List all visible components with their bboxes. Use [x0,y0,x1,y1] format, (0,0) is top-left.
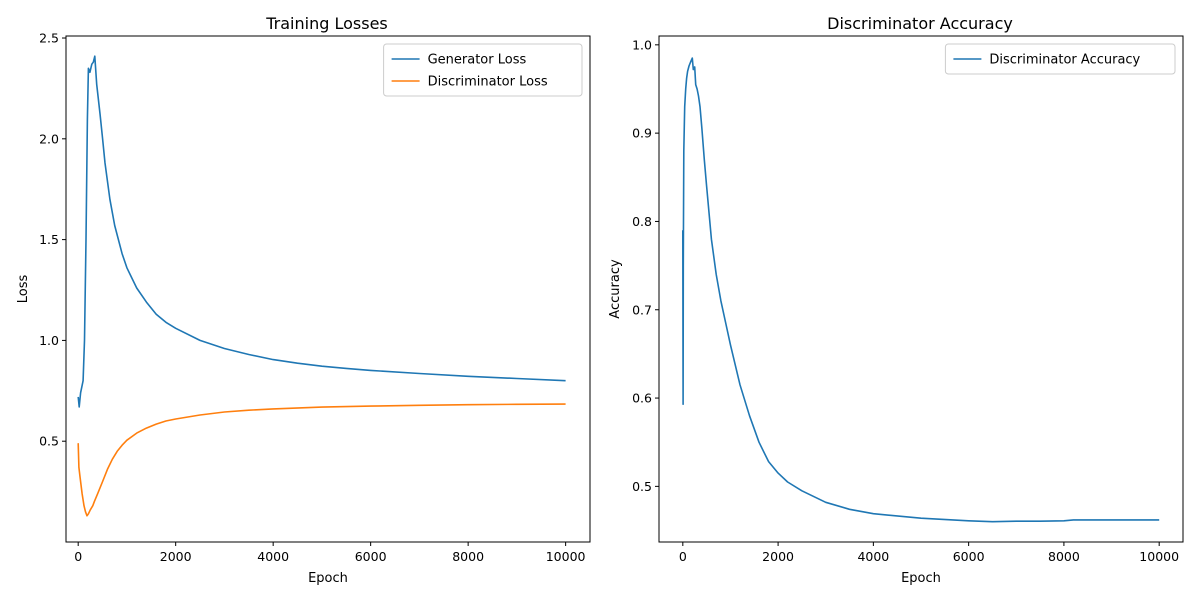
losses-x-tick-label-4: 8000 [452,549,484,564]
losses-x-ticks: 0 2000 4000 6000 8000 10000 [74,542,586,564]
losses-x-label: Epoch [308,571,348,586]
accuracy-x-tick-label-2: 4000 [857,549,889,564]
losses-y-ticks: 0.5 1.0 1.5 2.0 2.5 [39,31,66,449]
losses-legend-label-1: Discriminator Loss [428,75,548,90]
losses-y-tick-label-0: 0.5 [39,434,59,449]
losses-legend-box [383,43,583,97]
losses-x-tick-label-3: 6000 [355,549,387,564]
losses-panel: Training Losses 0 2000 4000 6000 8000 10000 0… [16,14,591,586]
losses-x-tick-label-0: 0 [74,549,82,564]
losses-y-label: Loss [16,275,31,304]
accuracy-x-tick-label-1: 2000 [762,549,794,564]
losses-series-line-1 [77,403,566,517]
accuracy-legend-box [944,43,1176,75]
accuracy-series-line-0 [682,57,1160,523]
accuracy-x-tick-label-5: 10000 [1139,549,1179,564]
losses-x-tick-label-1: 2000 [160,549,192,564]
accuracy-x-tick-label-4: 8000 [1048,549,1080,564]
losses-lines [77,55,566,517]
losses-x-tick-label-2: 4000 [257,549,289,564]
losses-y-tick-label-4: 2.5 [39,31,59,46]
accuracy-y-tick-label-2: 0.7 [632,302,652,317]
accuracy-x-ticks: 0 2000 4000 6000 8000 10000 [679,542,1179,564]
losses-legend-label-0: Generator Loss [428,53,527,68]
losses-axes-frame [65,35,591,543]
accuracy-y-tick-label-5: 1.0 [632,37,652,52]
losses-x-tick-label-5: 10000 [546,549,586,564]
accuracy-y-tick-label-1: 0.6 [632,391,652,406]
accuracy-x-label: Epoch [901,571,941,586]
accuracy-y-tick-label-0: 0.5 [632,479,652,494]
accuracy-x-tick-label-0: 0 [679,549,687,564]
accuracy-legend-label-0: Discriminator Accuracy [989,53,1140,68]
losses-series-line-0 [77,55,566,408]
accuracy-y-label: Accuracy [608,259,623,319]
accuracy-y-tick-label-4: 0.9 [632,126,652,141]
accuracy-y-ticks: 0.5 0.6 0.7 0.8 0.9 1.0 [632,37,659,494]
losses-y-tick-label-1: 1.0 [39,333,59,348]
accuracy-axes-frame [658,35,1184,543]
accuracy-y-tick-label-3: 0.8 [632,214,652,229]
accuracy-panel: Discriminator Accuracy 0 2000 4000 6000 8000… [608,14,1184,586]
accuracy-lines [682,57,1160,523]
losses-title: Training Losses [265,14,388,33]
accuracy-x-tick-label-3: 6000 [953,549,985,564]
losses-y-tick-label-3: 2.0 [39,131,59,146]
accuracy-title: Discriminator Accuracy [827,14,1013,33]
losses-y-tick-label-2: 1.5 [39,232,59,247]
losses-legend: Generator Loss Discriminator Loss [383,43,583,97]
accuracy-legend: Discriminator Accuracy [944,43,1176,75]
